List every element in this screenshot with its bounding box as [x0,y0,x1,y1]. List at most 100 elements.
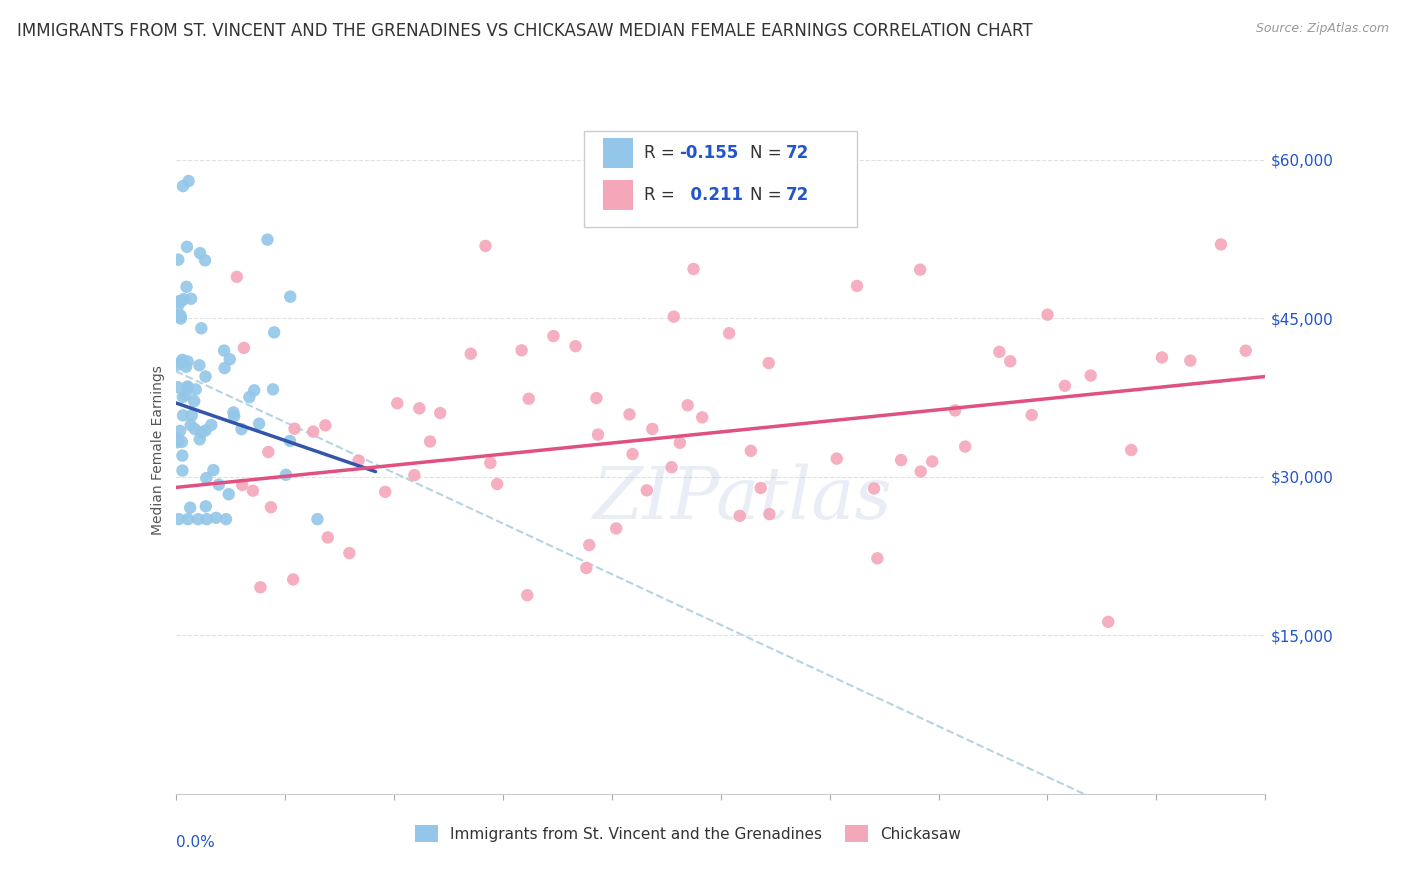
FancyBboxPatch shape [603,137,633,169]
Point [419,434,441,449]
Point [256,233,278,247]
Text: Source: ZipAtlas.com: Source: ZipAtlas.com [1256,22,1389,36]
Point [188,358,211,372]
Point [172,464,194,478]
Point [486,477,509,491]
Point [605,521,627,535]
Point [758,507,780,521]
Point [177,512,200,526]
Point [988,344,1011,359]
Point [316,531,339,545]
Point [183,422,205,436]
Point [943,403,966,417]
Text: ZIPatlas: ZIPatlas [592,463,893,533]
Point [908,262,931,277]
Point [1021,408,1043,422]
Point [166,358,188,372]
Point [283,422,305,436]
Point [517,392,540,406]
Point [194,500,217,514]
Point [188,246,211,260]
Point [242,483,264,498]
Point [921,454,943,468]
Text: 0.0%: 0.0% [176,835,215,850]
Point [176,240,198,254]
Point [636,483,658,498]
Point [249,580,271,594]
Point [169,309,191,323]
Point [170,434,193,449]
Point [910,465,932,479]
Point [460,347,482,361]
Point [208,477,231,491]
Point [180,292,202,306]
Point [176,380,198,394]
Y-axis label: Median Female Earnings: Median Female Earnings [150,366,165,535]
Point [662,310,685,324]
Text: -0.155: -0.155 [679,144,738,162]
Point [1036,308,1059,322]
Text: 0.211: 0.211 [679,186,744,204]
Point [214,361,236,376]
Point [641,422,664,436]
Point [1053,379,1076,393]
Point [205,511,228,525]
Point [167,252,190,267]
Point [167,294,190,309]
Point [863,482,886,496]
Point [718,326,741,341]
Point [247,417,270,431]
Point [243,384,266,398]
Point [510,343,533,358]
Point [194,424,217,438]
Point [170,311,193,326]
Point [586,427,609,442]
Point [740,443,762,458]
Point [669,435,692,450]
Point [682,262,704,277]
Point [621,447,644,461]
Point [661,460,683,475]
Point [232,341,254,355]
Point [218,487,240,501]
Point [231,478,253,492]
Text: R =: R = [644,186,681,204]
Point [195,512,218,526]
Point [1000,354,1022,368]
Point [260,500,283,515]
Point [564,339,586,353]
Point [166,435,188,450]
Point [408,401,430,416]
Point [179,500,201,515]
Point [169,424,191,438]
Point [174,359,197,374]
Point [238,390,260,404]
Point [728,508,751,523]
Point [479,456,502,470]
Point [225,269,247,284]
Point [474,239,496,253]
Point [224,409,246,424]
Point [575,561,598,575]
Point [543,329,565,343]
Point [953,440,976,454]
Text: 72: 72 [786,144,810,162]
Point [676,398,699,412]
Point [167,512,190,526]
Point [337,546,360,560]
Point [890,453,912,467]
Point [758,356,780,370]
Point [176,354,198,368]
Point [174,387,197,401]
Point [283,573,305,587]
Point [166,380,188,394]
Point [194,253,217,268]
Text: R =: R = [644,144,681,162]
Point [183,394,205,409]
Point [1080,368,1102,383]
Point [231,422,253,436]
Point [172,409,194,423]
Point [170,294,193,309]
Text: N =: N = [749,186,787,204]
Text: IMMIGRANTS FROM ST. VINCENT AND THE GRENADINES VS CHICKASAW MEDIAN FEMALE EARNIN: IMMIGRANTS FROM ST. VINCENT AND THE GREN… [17,22,1032,40]
